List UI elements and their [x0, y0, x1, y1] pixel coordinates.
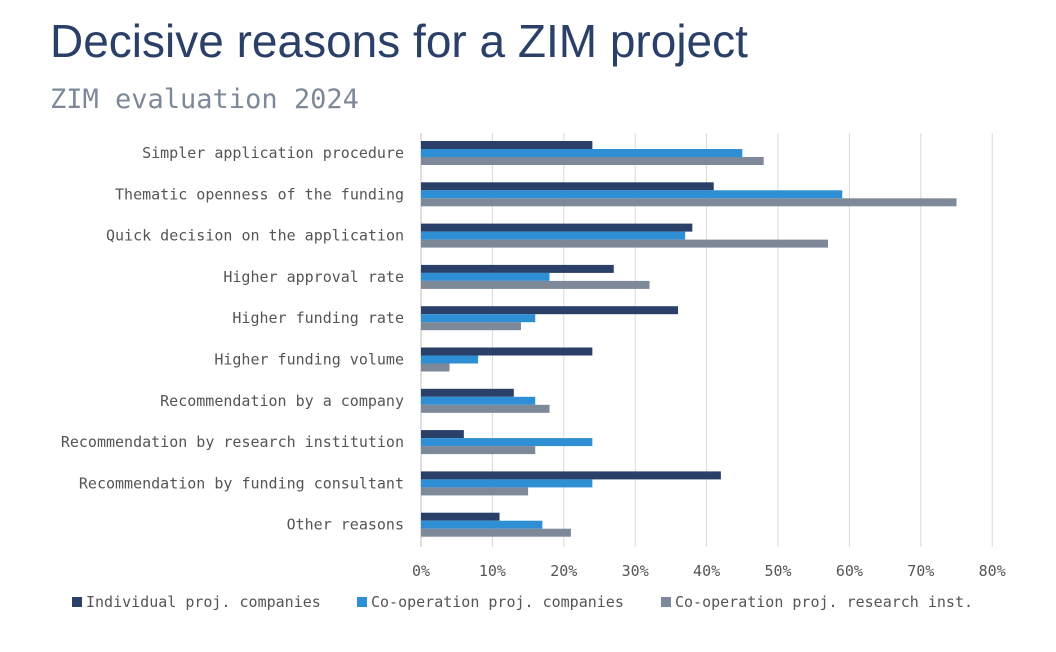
- x-tick-label: 80%: [979, 562, 1006, 580]
- bar: [421, 512, 500, 521]
- category-label: Higher funding rate: [232, 309, 404, 327]
- category-label: Quick decision on the application: [106, 227, 404, 245]
- chart-title: Decisive reasons for a ZIM project: [50, 15, 748, 67]
- x-tick-label: 30%: [622, 562, 649, 580]
- category-label: Thematic openness of the funding: [115, 185, 404, 203]
- bar: [421, 239, 828, 248]
- x-tick-label: 0%: [412, 562, 430, 580]
- bar: [421, 363, 450, 372]
- category-labels: Simpler application procedure Thematic op…: [61, 144, 404, 534]
- bar: [421, 306, 679, 315]
- bar: [421, 272, 550, 281]
- category-label: Recommendation by a company: [160, 392, 404, 410]
- bar: [421, 347, 593, 356]
- category-label: Recommendation by funding consultant: [79, 474, 404, 492]
- legend-swatch: [661, 597, 671, 607]
- x-tick-label: 50%: [764, 562, 791, 580]
- bar: [421, 322, 521, 331]
- category-label: Recommendation by research institution: [61, 433, 404, 451]
- bar: [421, 149, 743, 157]
- bar: [421, 141, 593, 149]
- x-tick-label: 60%: [836, 562, 863, 580]
- bar: [421, 438, 593, 447]
- category-label: Higher funding volume: [214, 351, 404, 369]
- bar: [421, 231, 686, 240]
- bar: [421, 182, 714, 191]
- x-tick-label: 40%: [693, 562, 720, 580]
- legend-label: Co-operation proj. companies: [371, 593, 624, 611]
- category-label: Higher approval rate: [223, 268, 404, 286]
- bar: [421, 355, 479, 364]
- bar: [421, 388, 514, 397]
- legend-label: Individual proj. companies: [86, 593, 321, 611]
- bar: [421, 396, 536, 405]
- bar: [421, 479, 593, 488]
- bar: [421, 223, 693, 232]
- bars: [421, 141, 957, 537]
- bar: [421, 404, 550, 413]
- bar: [421, 314, 536, 323]
- bar: [421, 157, 764, 165]
- category-label: Other reasons: [287, 516, 404, 534]
- legend-swatch: [357, 597, 367, 607]
- x-tick-label: 70%: [907, 562, 934, 580]
- bar: [421, 520, 543, 529]
- bar: [421, 280, 650, 289]
- x-tick-label: 20%: [550, 562, 577, 580]
- bar: [421, 190, 843, 199]
- x-tick-label: 10%: [479, 562, 506, 580]
- x-tick-labels: 0% 10% 20% 30% 40% 50% 60% 70% 80%: [412, 562, 1006, 580]
- bar: [421, 264, 614, 273]
- bar: [421, 471, 721, 480]
- bar: [421, 528, 571, 537]
- legend-swatch: [72, 597, 82, 607]
- bar: [421, 487, 529, 496]
- chart-subtitle: ZIM evaluation 2024: [50, 84, 359, 115]
- bar: [421, 446, 536, 455]
- category-label: Simpler application procedure: [142, 144, 404, 162]
- legend-label: Co-operation proj. research inst.: [675, 593, 973, 611]
- legend: Individual proj. companies Co-operation p…: [72, 593, 973, 611]
- bar: [421, 430, 464, 439]
- bar: [421, 198, 957, 207]
